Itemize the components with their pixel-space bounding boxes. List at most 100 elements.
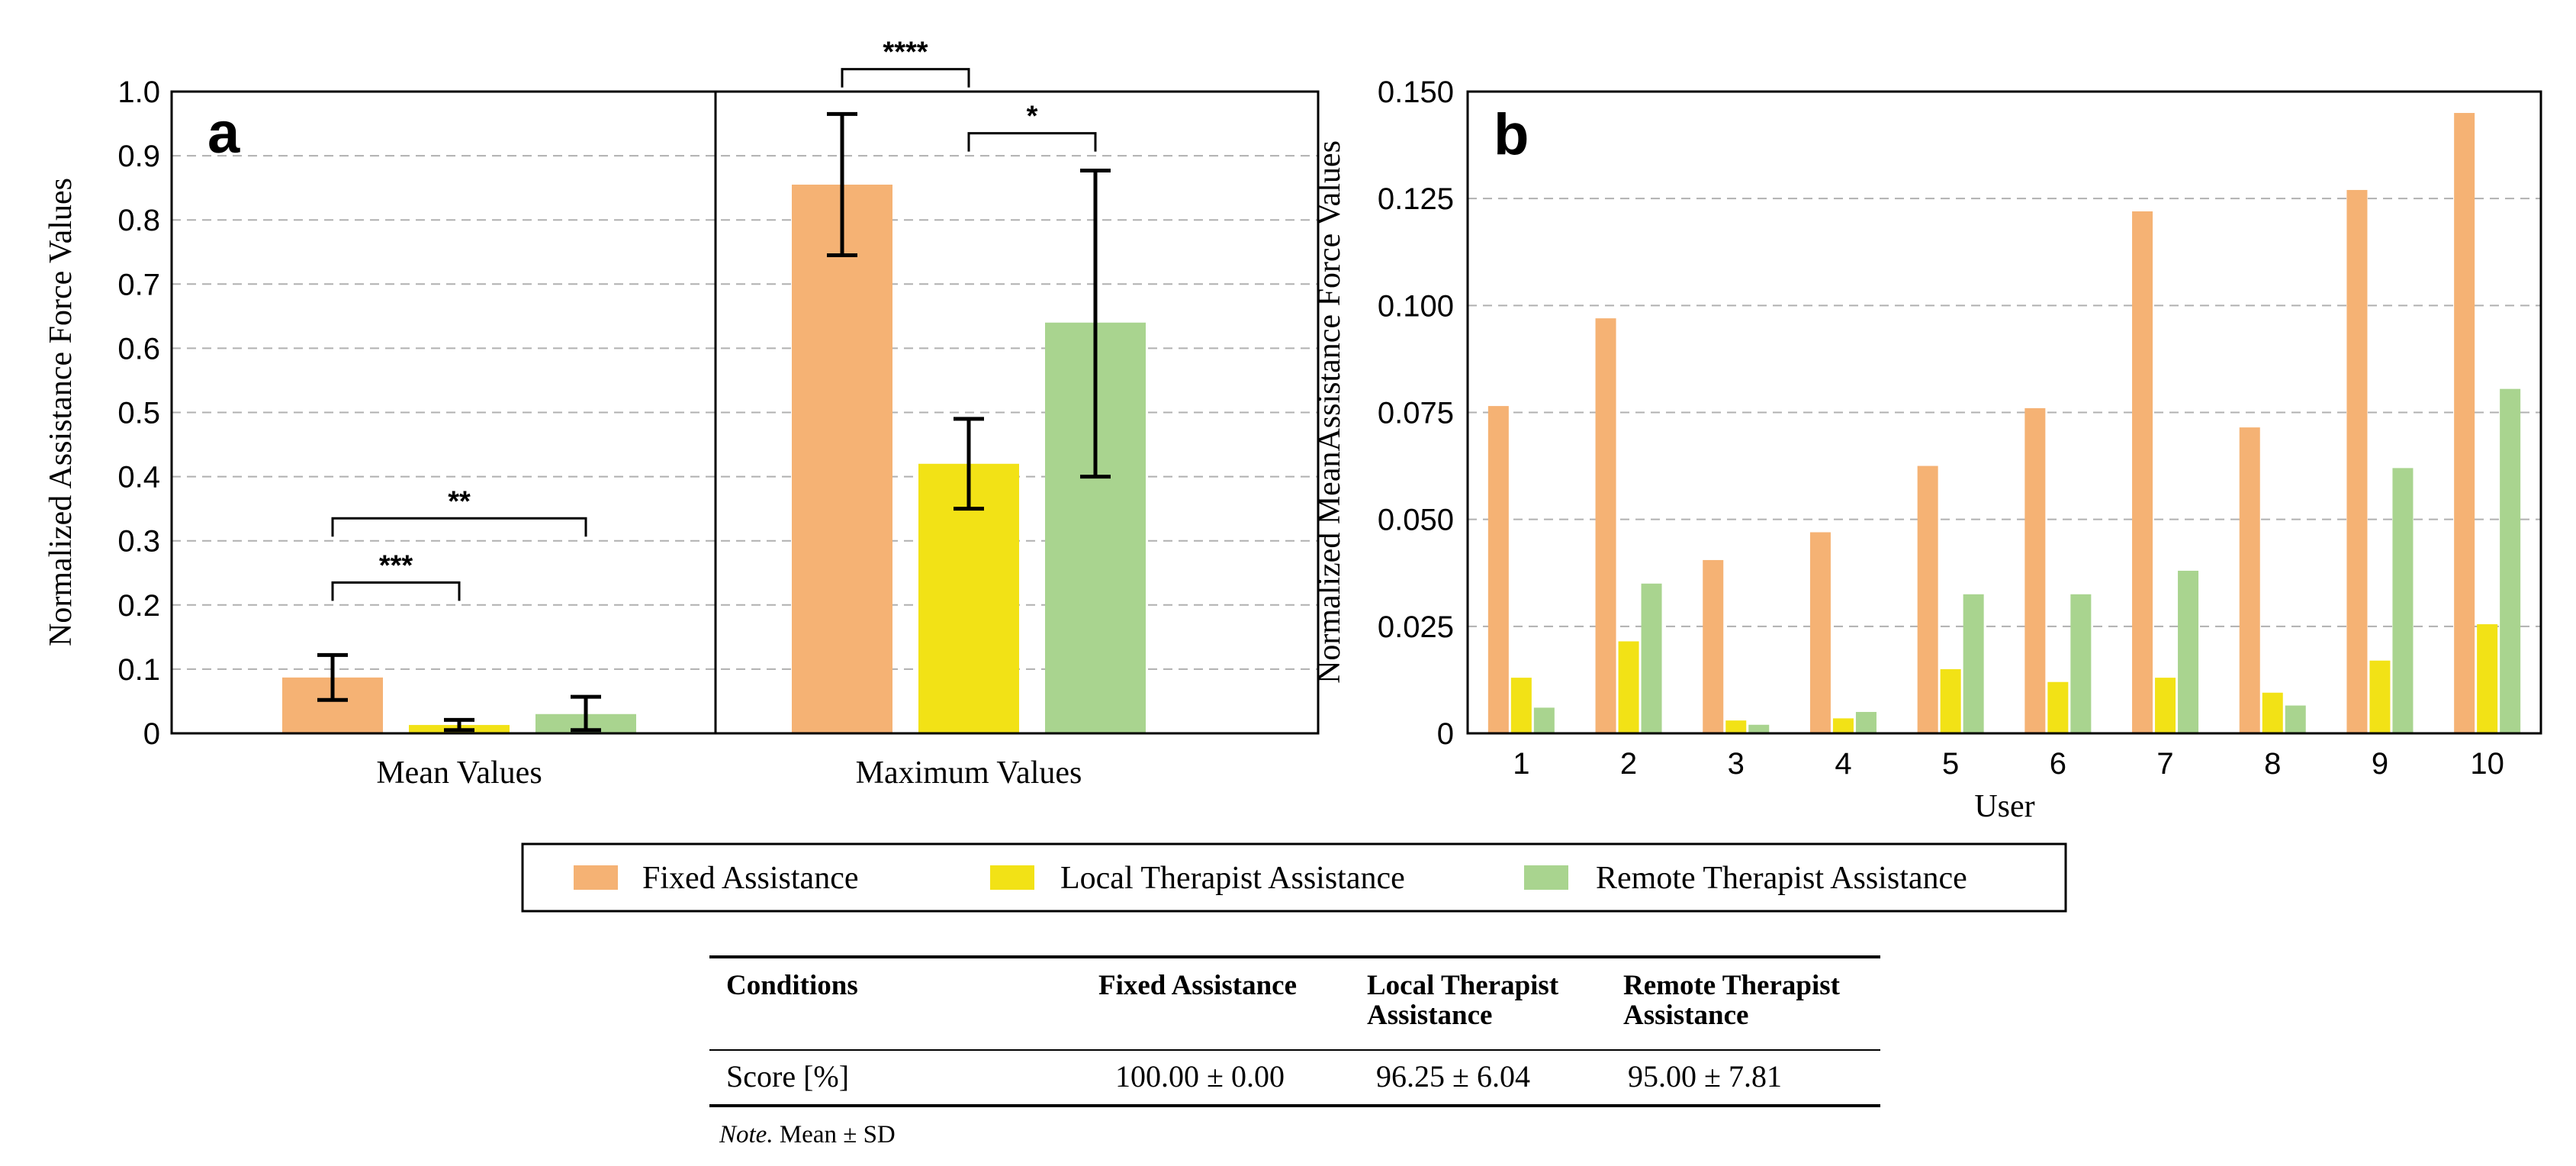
panel-a-y-tick: 0.2: [117, 589, 160, 623]
table-header-remote-line2: Assistance: [1623, 1000, 1748, 1031]
table-cell-fixed: 100.00 ± 0.00: [1115, 1059, 1285, 1094]
bar-b-user-3-local-therapist-assistance: [1725, 720, 1747, 733]
panel-b-y-axis-label: Normalized MeanAssistance Force Values: [1312, 140, 1347, 684]
bar-b-user-10-local-therapist-assistance: [2477, 624, 2498, 733]
bar-b-user-9-remote-therapist-assistance: [2392, 468, 2414, 733]
bar-b-user-4-fixed-assistance: [1809, 532, 1831, 733]
legend-box: [521, 842, 2067, 913]
bar-b-user-5-remote-therapist-assistance: [1963, 594, 1984, 733]
panel-a-y-axis-label: Normalized Assistance Force Values: [43, 178, 79, 646]
panel-b-x-tick: 2: [1620, 747, 1637, 781]
panel-b-y-tick: 0: [1437, 717, 1454, 751]
bar-a-maximum-values-fixed-assistance: [792, 184, 892, 733]
table-header-conditions: Conditions: [726, 970, 858, 1001]
table-header-local-line1: Local Therapist: [1367, 970, 1559, 1001]
score-table: Conditions Fixed Assistance Local Therap…: [709, 955, 1880, 1148]
bar-b-user-10-fixed-assistance: [2454, 113, 2475, 734]
panel-a-gridlines: [172, 155, 1318, 670]
bar-b-user-8-local-therapist-assistance: [2262, 692, 2283, 733]
legend-swatch-local: [990, 865, 1034, 890]
table-header-fixed: Fixed Assistance: [1098, 970, 1297, 1001]
significance-bracket: [331, 581, 461, 601]
significance-bracket: [967, 132, 1097, 152]
panel-b-x-tick: 8: [2264, 747, 2281, 781]
bar-b-user-2-local-therapist-assistance: [1618, 641, 1639, 733]
panel-a-y-tick: 0.9: [117, 140, 160, 173]
group-label-mean-values: Mean Values: [376, 755, 542, 791]
panel-b-y-tick: 0.050: [1378, 504, 1454, 537]
bar-b-user-5-fixed-assistance: [1917, 465, 1938, 733]
bar-b-user-8-fixed-assistance: [2239, 427, 2260, 733]
bar-b-user-2-fixed-assistance: [1595, 318, 1616, 733]
bar-b-user-1-local-therapist-assistance: [1510, 678, 1532, 733]
bar-b-user-1-remote-therapist-assistance: [1533, 707, 1555, 733]
panel-a-y-tick: 0.4: [117, 461, 160, 494]
table-note: Note. Mean ± SD: [719, 1121, 896, 1148]
bar-b-user-4-local-therapist-assistance: [1832, 718, 1854, 733]
bar-b-user-6-remote-therapist-assistance: [2070, 594, 2092, 733]
bar-b-user-6-local-therapist-assistance: [2047, 681, 2069, 733]
bar-b-user-4-remote-therapist-assistance: [1855, 711, 1877, 733]
significance-label: ***: [379, 549, 413, 581]
panel-b-x-tick: 10: [2470, 747, 2504, 781]
panel-a-y-tick: 0: [143, 717, 160, 751]
panel-b-x-tick: 6: [2050, 747, 2066, 781]
bar-b-user-7-fixed-assistance: [2132, 211, 2153, 733]
panel-b-x-tick: 3: [1728, 747, 1745, 781]
panel-b-x-tick: 7: [2156, 747, 2173, 781]
bar-b-user-7-remote-therapist-assistance: [2178, 570, 2199, 733]
table-cell-condition: Score [%]: [726, 1059, 849, 1094]
panel-b-x-tick: 1: [1513, 747, 1529, 781]
panel-a-y-tick: 0.6: [117, 332, 160, 366]
panel-b-y-tick: 0.025: [1378, 610, 1454, 644]
significance-bracket: [331, 517, 587, 537]
table-cell-remote: 95.00 ± 7.81: [1628, 1059, 1782, 1094]
panel-a-frame: [170, 90, 1320, 735]
panel-b-x-tick: 5: [1942, 747, 1959, 781]
panel-a-y-tick: 1.0: [117, 76, 160, 109]
legend-swatch-remote: [1524, 865, 1568, 890]
bar-b-user-1-fixed-assistance: [1487, 406, 1509, 733]
panel-a-group-labels: Mean Values Maximum Values: [376, 755, 1082, 791]
panel-b-y-tick: 0.100: [1378, 289, 1454, 323]
significance-bracket: [841, 68, 970, 88]
bar-b-user-3-remote-therapist-assistance: [1748, 724, 1770, 733]
bar-b-user-9-fixed-assistance: [2346, 189, 2368, 733]
panel-a-y-tick: 0.5: [117, 397, 160, 430]
panel-b-x-tick: 9: [2372, 747, 2388, 781]
table-header-local-line2: Assistance: [1367, 1000, 1492, 1031]
legend: Fixed Assistance Local Therapist Assista…: [521, 842, 2067, 913]
bar-b-user-10-remote-therapist-assistance: [2500, 388, 2521, 733]
bar-b-user-7-local-therapist-assistance: [2155, 678, 2176, 733]
legend-swatch-fixed: [574, 865, 618, 890]
panel-a-letter: a: [207, 101, 240, 166]
group-label-maximum-values: Maximum Values: [856, 755, 1082, 791]
panel-b-chart: 0 0.025 0.050 0.075 0.100 0.125 0.150 1 2 3 4 5 6 7 8…: [1312, 76, 2542, 824]
significance-label: *: [1027, 101, 1038, 133]
table-header-remote-line1: Remote Therapist: [1623, 970, 1841, 1001]
panel-b-y-tick: 0.150: [1378, 76, 1454, 109]
panel-b-frame: [1466, 90, 2542, 735]
panel-b-y-tick: 0.125: [1378, 182, 1454, 216]
panel-a-y-tick-labels: 0 0.1 0.2 0.3 0.4 0.5 0.6 0.7 0.8 0.9 1.0: [117, 76, 160, 751]
panel-a-y-tick: 0.1: [117, 653, 160, 687]
panel-a-bars: [282, 184, 1146, 733]
panel-b-y-tick-labels: 0 0.025 0.050 0.075 0.100 0.125 0.150: [1378, 76, 1454, 751]
significance-label: **: [448, 485, 471, 517]
bar-b-user-3-fixed-assistance: [1703, 559, 1724, 733]
table-note-italic: Note.: [719, 1121, 773, 1148]
bar-b-user-6-fixed-assistance: [2024, 407, 2046, 733]
panel-a-y-tick: 0.7: [117, 268, 160, 301]
legend-label-remote: Remote Therapist Assistance: [1596, 861, 1967, 896]
panel-b-x-tick: 4: [1835, 747, 1851, 781]
panel-b-gridlines: [1468, 198, 2541, 627]
legend-label-fixed: Fixed Assistance: [642, 861, 858, 896]
significance-label: ****: [883, 37, 928, 69]
table-note-text: Mean ± SD: [773, 1121, 896, 1148]
bar-b-user-9-local-therapist-assistance: [2369, 660, 2391, 733]
panel-a-y-tick: 0.8: [117, 204, 160, 237]
panel-a-y-tick: 0.3: [117, 525, 160, 559]
panel-b-bars: [1487, 113, 2521, 734]
bar-b-user-2-remote-therapist-assistance: [1641, 583, 1662, 733]
